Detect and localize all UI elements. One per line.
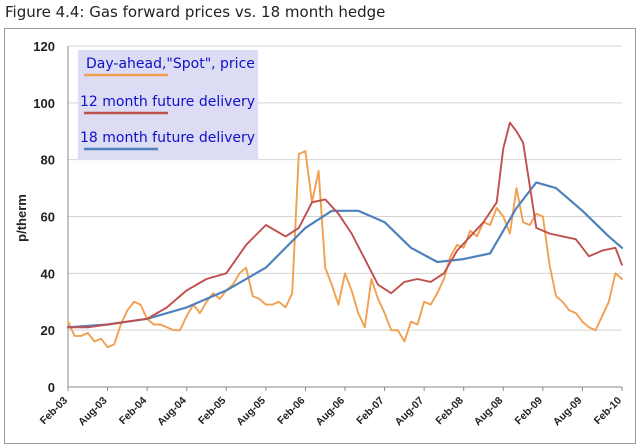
x-tick-label: Aug-03 — [76, 395, 110, 429]
x-tick-label: Feb-04 — [117, 395, 150, 428]
series-line-spot — [67, 150, 623, 349]
legend-background — [78, 50, 258, 160]
x-tick-label: Feb-03 — [38, 395, 71, 428]
x-tick-label: Feb-10 — [592, 395, 625, 428]
x-tick-label: Feb-08 — [433, 395, 466, 428]
x-tick-label: Aug-07 — [393, 395, 427, 429]
figure-title: Figure 4.4: Gas forward prices vs. 18 mo… — [5, 3, 386, 21]
series-lines — [66, 121, 624, 349]
x-tick-label: Aug-06 — [313, 395, 347, 429]
y-tick-label: 60 — [41, 210, 55, 225]
x-tick-label: Feb-06 — [275, 395, 308, 428]
x-tick-label: Aug-08 — [472, 395, 506, 429]
y-axis-ticks: 0 20 40 60 80 100 120 — [33, 39, 55, 395]
x-tick-label: Aug-04 — [155, 395, 189, 429]
x-tick-label: Feb-07 — [354, 395, 387, 428]
x-tick-label: Aug-09 — [551, 395, 585, 429]
x-tick-label: Feb-05 — [196, 395, 229, 428]
legend-label-12m: 12 month future delivery — [80, 94, 255, 110]
x-tick-label: Feb-09 — [513, 395, 546, 428]
y-tick-label: 120 — [33, 39, 55, 54]
y-axis-label: p/therm — [14, 194, 29, 242]
y-tick-label: 100 — [33, 96, 55, 111]
y-tick-label: 80 — [41, 153, 55, 168]
x-tick-label: Aug-05 — [234, 395, 268, 429]
series-line-m18 — [66, 181, 624, 329]
legend-label-18m: 18 month future delivery — [80, 130, 255, 146]
legend-label-spot: Day-ahead,"Spot", price — [86, 56, 255, 72]
series-line-m12 — [67, 121, 623, 329]
x-axis-ticks: Feb-03 Aug-03 Feb-04 Aug-04 Feb-05 Aug-05 Feb-… — [38, 387, 625, 429]
y-tick-label: 40 — [41, 266, 55, 281]
y-tick-label: 0 — [48, 380, 55, 395]
y-tick-label: 20 — [41, 323, 55, 338]
legend: Day-ahead,"Spot", price 12 month future … — [78, 50, 258, 160]
